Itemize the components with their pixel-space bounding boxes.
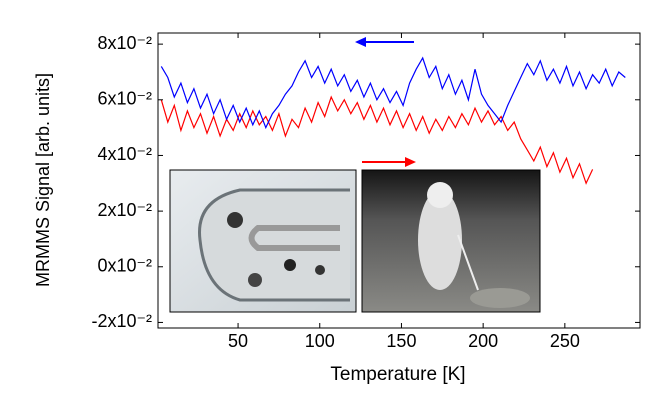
data-line	[160, 56, 626, 130]
y-axis-label: MRMMS Signal [arb. units]	[33, 73, 53, 287]
data-line	[160, 95, 594, 185]
y-tick-label: 8x10⁻²	[97, 33, 152, 53]
inset-photo-sample	[169, 169, 357, 313]
x-tick-label: 150	[386, 331, 416, 351]
y-tick-label: -2x10⁻²	[91, 311, 152, 331]
arrow-warming	[362, 157, 416, 167]
x-tick-label: 250	[550, 331, 580, 351]
plot-area	[160, 56, 626, 185]
x-tick-label: 100	[305, 331, 335, 351]
y-tick-label: 4x10⁻²	[97, 144, 152, 164]
x-tick-label: 50	[228, 331, 248, 351]
y-tick-label: 6x10⁻²	[97, 89, 152, 109]
inset-photo-astronaut	[361, 169, 541, 313]
x-tick-label: 200	[468, 331, 498, 351]
y-tick-label: 2x10⁻²	[97, 200, 152, 220]
arrow-cooling	[355, 37, 414, 47]
x-axis-label: Temperature [K]	[330, 364, 465, 385]
plot-frame	[157, 32, 641, 329]
y-tick-label: 0x10⁻²	[97, 256, 152, 276]
